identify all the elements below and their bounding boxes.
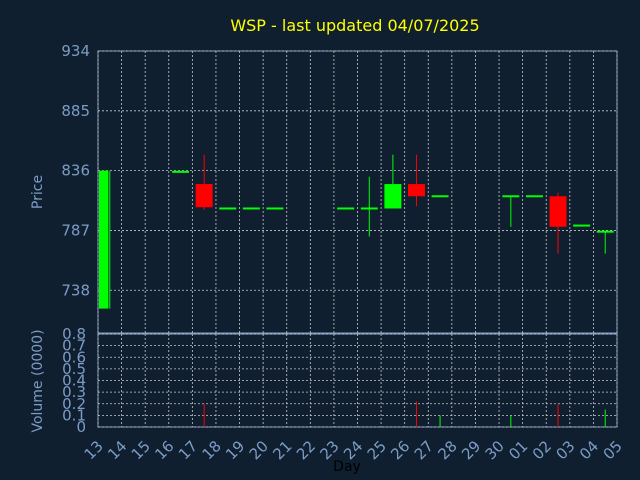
candle — [549, 192, 567, 254]
volume-panel: 0.80.70.60.50.40.30.20.10 — [62, 325, 618, 436]
candle — [502, 195, 520, 227]
candle — [172, 170, 190, 173]
volume-tick-label: 0.6 — [62, 348, 86, 366]
price-tick-label: 885 — [61, 102, 90, 120]
candle-body — [573, 224, 591, 227]
candle-body — [431, 195, 449, 198]
chart-title: WSP - last updated 04/07/2025 — [230, 16, 479, 35]
candle — [360, 176, 378, 237]
candle — [596, 230, 614, 254]
candle-body — [266, 207, 284, 210]
price-grid — [97, 50, 618, 333]
price-tick-label: 836 — [61, 162, 90, 180]
price-tick-label: 738 — [61, 281, 90, 299]
candle — [266, 207, 284, 210]
volume-bars — [203, 401, 606, 427]
candle — [573, 224, 591, 227]
candle-body — [195, 184, 213, 208]
candle — [337, 207, 355, 210]
price-tick-label: 787 — [61, 221, 90, 239]
volume-tick-label: 0.7 — [62, 337, 86, 355]
price-tick-label: 934 — [61, 42, 90, 60]
candle — [99, 170, 111, 309]
candle-body — [525, 195, 543, 198]
candle-body — [384, 184, 402, 209]
x-axis-label: Day — [333, 459, 361, 475]
price-axis-label: Price — [30, 175, 46, 209]
candle-body — [502, 195, 520, 198]
price-panel: 934 885 836 787 738 — [61, 42, 618, 334]
candle-body — [596, 230, 614, 233]
volume-tick-labels: 0.80.70.60.50.40.30.20.10 — [62, 325, 86, 436]
volume-tick-label: 0.1 — [62, 406, 86, 424]
price-tick-labels: 934 885 836 787 738 — [61, 42, 90, 299]
candles — [99, 154, 614, 309]
candle-body — [99, 170, 109, 309]
candle — [431, 195, 449, 198]
candle — [195, 154, 213, 210]
candle-body — [549, 196, 567, 227]
candle — [525, 195, 543, 198]
candle-body — [360, 207, 378, 210]
candle-body — [337, 207, 355, 210]
candle — [407, 154, 425, 207]
candle — [384, 154, 402, 209]
volume-tick-label: 0.3 — [62, 383, 86, 401]
candle-body — [407, 184, 425, 197]
candle-body — [242, 207, 260, 210]
volume-tick-label: 0.2 — [62, 395, 86, 413]
candle-body — [172, 170, 190, 173]
volume-tick-label: 0.5 — [62, 360, 86, 378]
volume-tick-label: 0.8 — [62, 325, 86, 343]
volume-grid — [97, 333, 618, 428]
volume-axis-label: Volume (0000) — [30, 329, 46, 432]
candle-body — [219, 207, 237, 210]
volume-tick-label: 0.4 — [62, 372, 86, 390]
candle — [219, 207, 237, 210]
candle — [242, 207, 260, 210]
volume-tick-label: 0 — [76, 418, 86, 436]
